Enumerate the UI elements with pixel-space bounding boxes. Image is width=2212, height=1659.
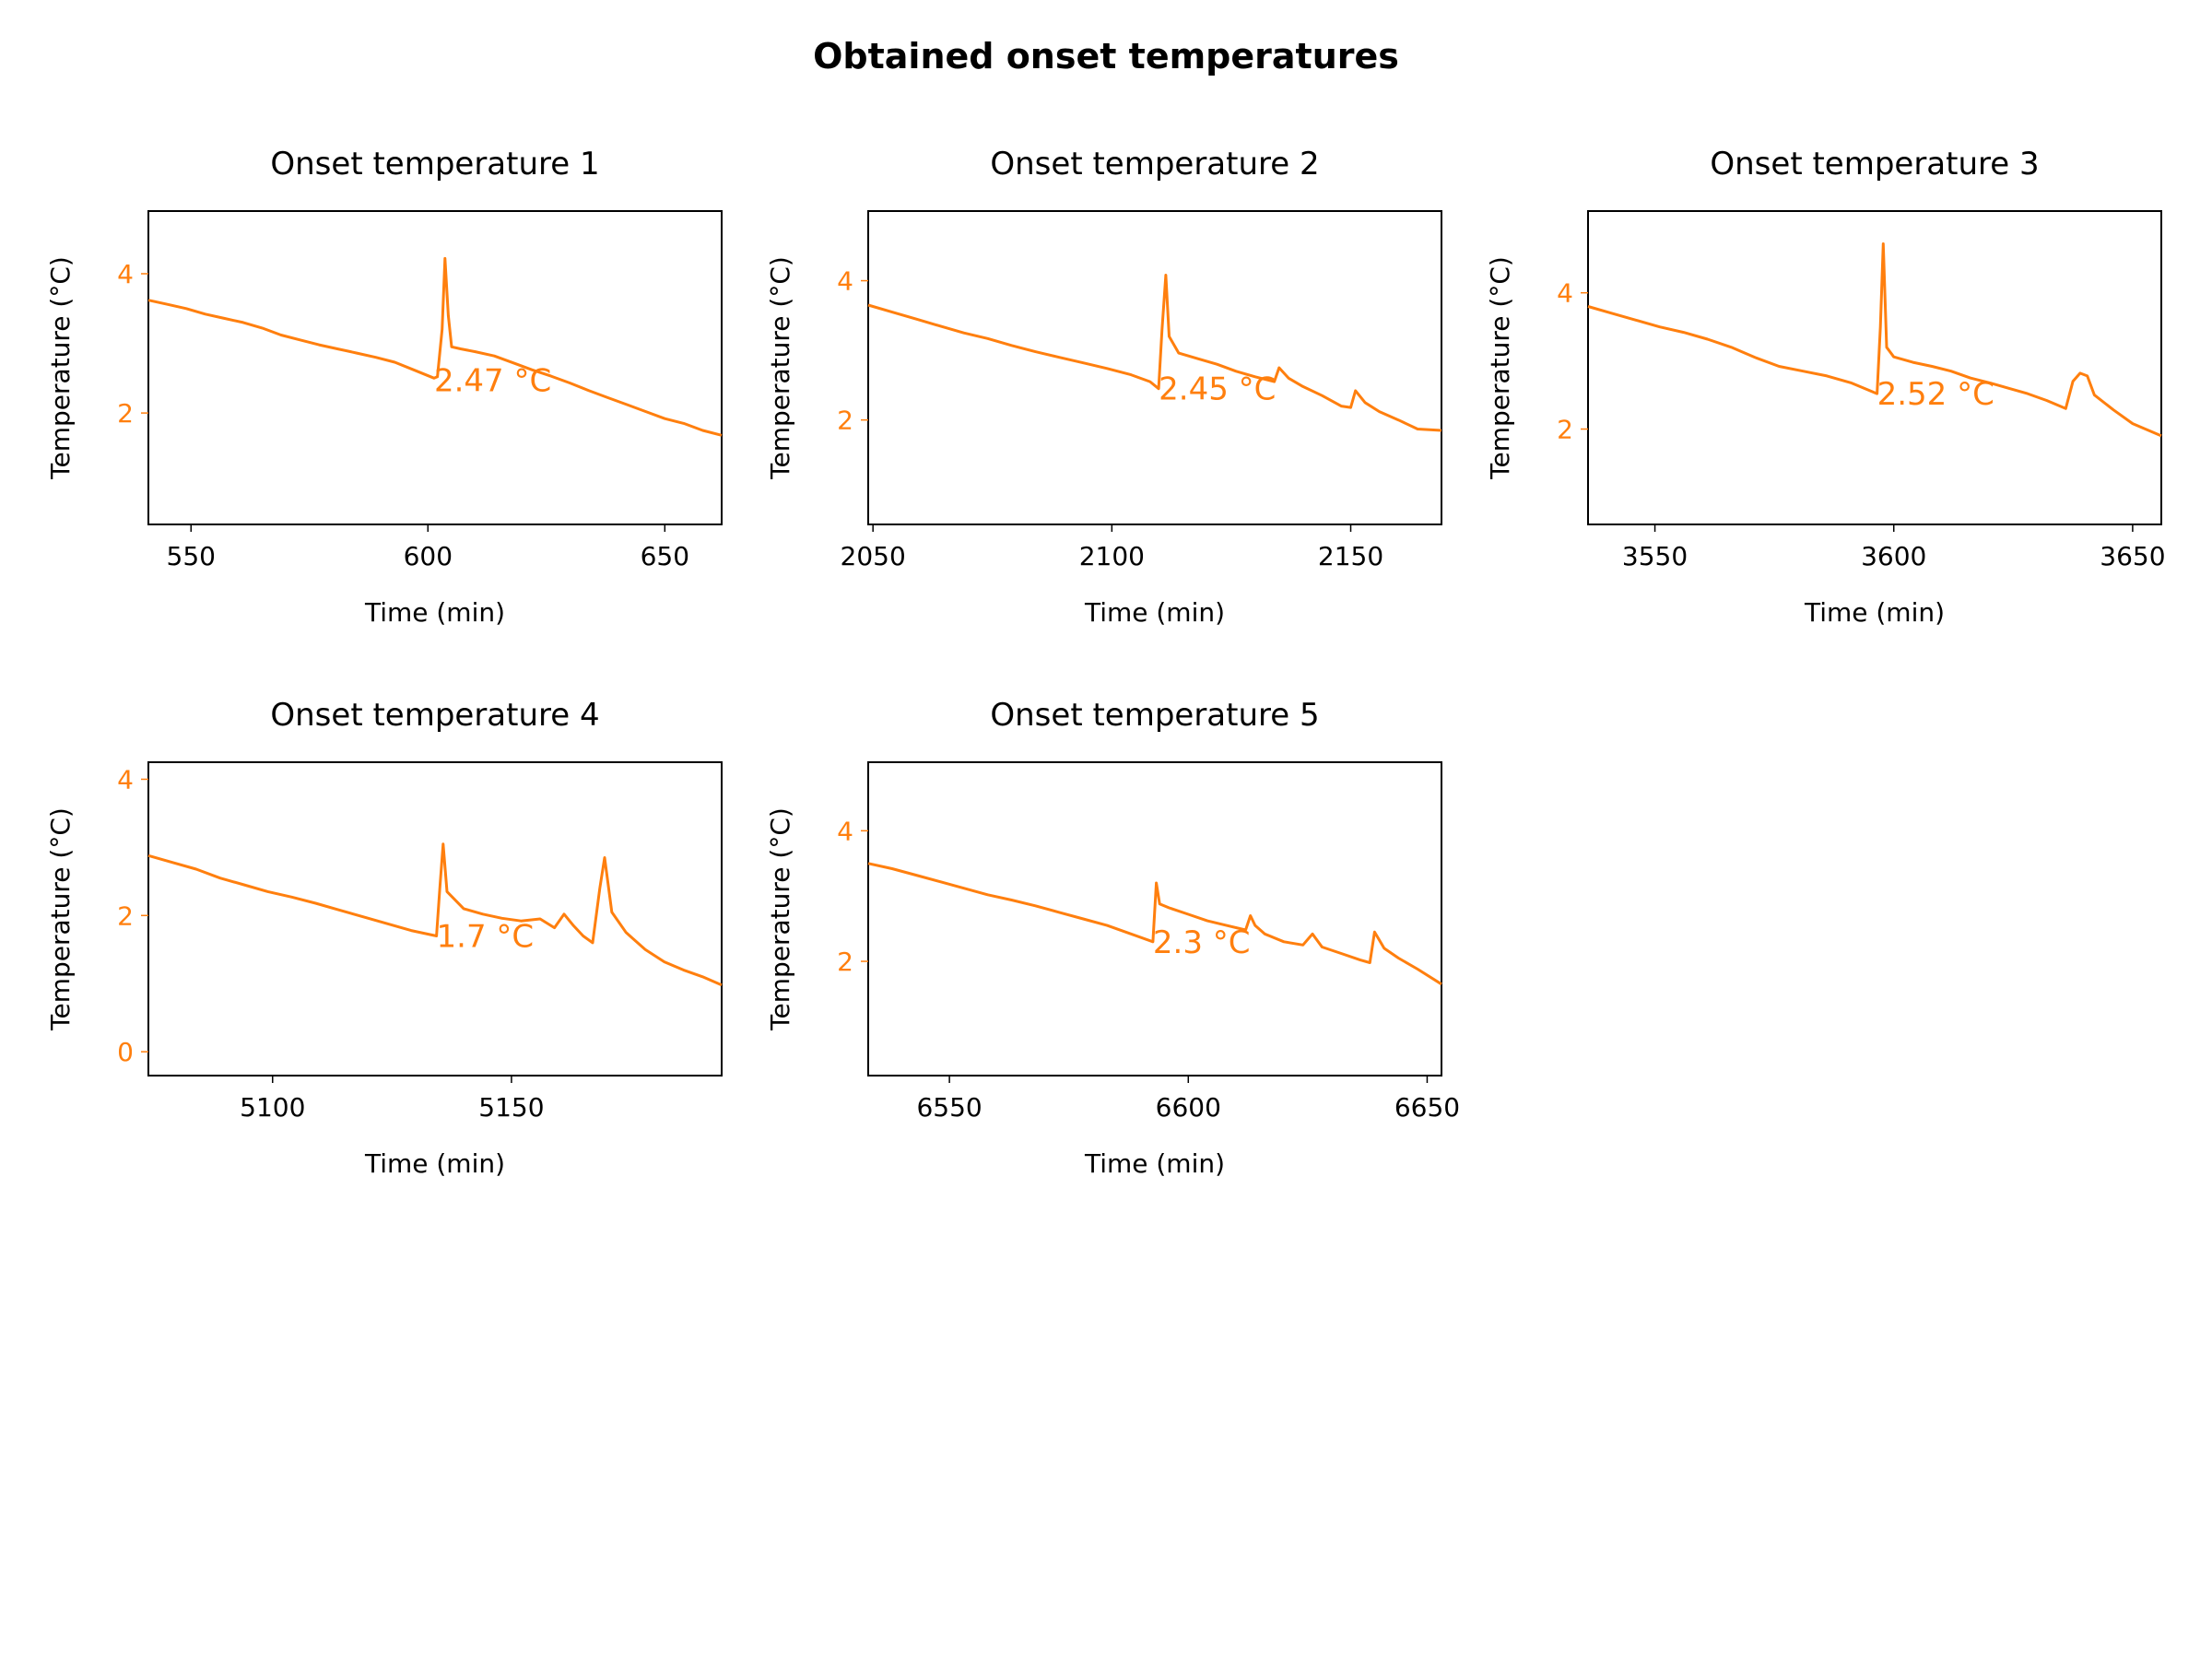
panel-4-series-line: [147, 842, 723, 987]
panel-2-y-tick-label: 2: [837, 406, 853, 436]
panel-2-onset-annotation: 2.45 °C: [1159, 371, 1276, 408]
panel-4-onset-annotation: 1.7 °C: [437, 918, 535, 955]
panel-1-x-tick-label: 550: [167, 541, 216, 571]
panel-1-y-tick-label: 4: [117, 259, 134, 289]
panel-4-x-axis-label: Time (min): [364, 1148, 505, 1179]
panel-3-x-tick-label: 3600: [1861, 541, 1926, 571]
panel-5-x-tick-label: 6650: [1394, 1092, 1460, 1123]
panel-4-y-tick-label: 4: [117, 764, 134, 794]
panel-3-series-line: [1587, 242, 2162, 438]
panel-1-x-axis-label: Time (min): [364, 597, 505, 628]
panel-1-axes-frame: [147, 210, 723, 525]
panel-5-x-tick-label: 6550: [916, 1092, 982, 1123]
panel-3-x-axis-label: Time (min): [1804, 597, 1945, 628]
panel-2-x-tick-label: 2050: [841, 541, 906, 571]
panel-1-onset-annotation: 2.47 °C: [434, 363, 551, 400]
panel-4-y-tick-label: 0: [117, 1037, 134, 1067]
panel-1-y-axis-label: Temperature (°C): [45, 256, 76, 480]
panel-1-title: Onset temperature 1: [270, 146, 599, 182]
panel-4-axes-frame: [147, 761, 723, 1077]
panel-2-x-axis-label: Time (min): [1084, 597, 1225, 628]
panel-3-y-axis-label: Temperature (°C): [1485, 256, 1515, 480]
panel-3-axes-frame: [1587, 210, 2162, 525]
panel-3-x-tick-label: 3650: [2100, 541, 2165, 571]
panel-5-x-tick-label: 6600: [1156, 1092, 1221, 1123]
panel-1-series-line: [147, 256, 723, 437]
panel-4-x-tick-label: 5150: [478, 1092, 544, 1123]
panel-2-y-axis-label: Temperature (°C): [765, 256, 795, 480]
panel-5-y-tick-label: 2: [837, 947, 853, 977]
panel-3-y-tick-label: 4: [1557, 278, 1573, 309]
panel-5-y-tick-label: 4: [837, 816, 853, 846]
panel-3-x-tick-label: 3550: [1622, 541, 1688, 571]
panel-2-x-tick-label: 2100: [1079, 541, 1145, 571]
panel-5-x-axis-label: Time (min): [1084, 1148, 1225, 1179]
panel-1-x-tick-label: 600: [404, 541, 453, 571]
panel-4-x-tick-label: 5100: [240, 1092, 305, 1123]
panel-3-title: Onset temperature 3: [1710, 146, 2039, 182]
panel-2-x-tick-label: 2150: [1318, 541, 1383, 571]
panel-5-title: Onset temperature 5: [990, 697, 1319, 734]
panel-1-y-tick-label: 2: [117, 398, 134, 429]
panel-3-onset-annotation: 2.52 °C: [1877, 376, 1994, 413]
panel-5-y-axis-label: Temperature (°C): [765, 807, 795, 1031]
panel-5-axes-frame: [867, 761, 1442, 1077]
panel-1-x-tick-label: 650: [641, 541, 689, 571]
panel-2-title: Onset temperature 2: [990, 146, 1319, 182]
panel-4-title: Onset temperature 4: [270, 697, 599, 734]
panel-5-series-line: [867, 862, 1442, 986]
panel-3-y-tick-label: 2: [1557, 415, 1573, 445]
panel-4-y-tick-label: 2: [117, 900, 134, 931]
panel-2-axes-frame: [867, 210, 1442, 525]
panel-5-onset-annotation: 2.3 °C: [1153, 924, 1251, 961]
panel-2-y-tick-label: 4: [837, 266, 853, 297]
figure-title: Obtained onset temperatures: [813, 36, 1399, 76]
panel-2-series-line: [867, 274, 1442, 432]
panel-4-y-axis-label: Temperature (°C): [45, 807, 76, 1031]
